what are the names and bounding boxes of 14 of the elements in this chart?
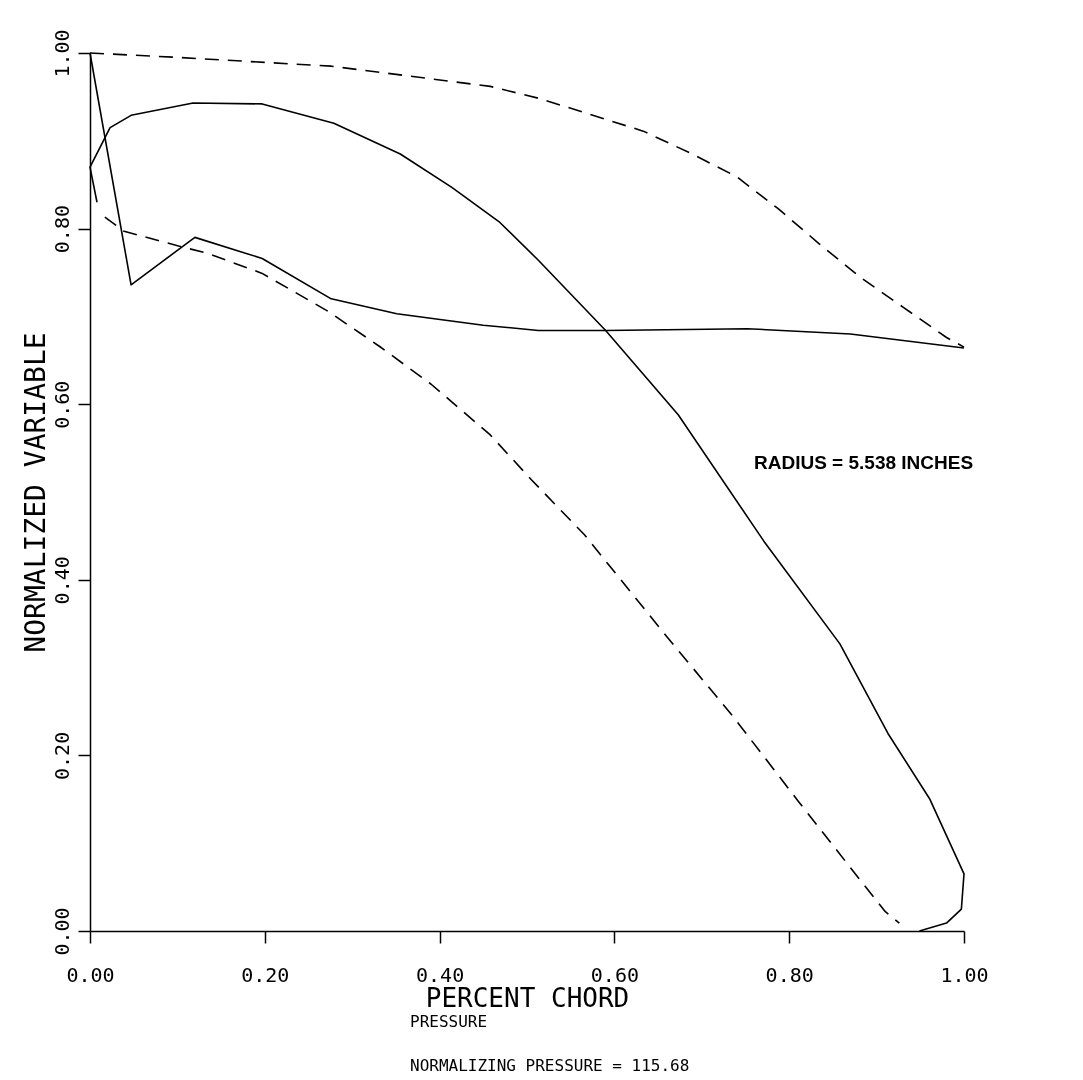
- y-tick-label: 0.80: [49, 205, 74, 254]
- y-axis-title: NORMALIZED VARIABLE: [18, 332, 52, 653]
- x-tick-label: 0.80: [765, 962, 814, 987]
- y-tick-label: 0.40: [49, 556, 74, 605]
- y-tick-label: 1.00: [49, 29, 74, 78]
- annotation: RADIUS = 5.538 INCHES: [754, 452, 974, 473]
- y-tick-label: 0.00: [49, 907, 74, 956]
- y-tick-label: 0.60: [49, 380, 74, 429]
- text: NORMALIZING PRESSURE = 115.68: [410, 1056, 690, 1075]
- x-tick-label: 0.20: [241, 962, 290, 987]
- text: PRESSURE: [410, 1012, 488, 1031]
- x-tick-label: 1.00: [940, 962, 989, 987]
- x-tick-label: 0.00: [66, 962, 115, 987]
- y-tick-label: 0.20: [49, 731, 74, 780]
